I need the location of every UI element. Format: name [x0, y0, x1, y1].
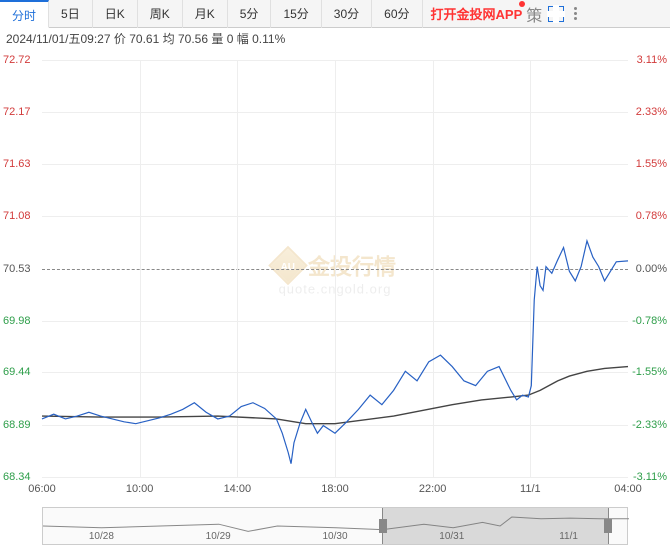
info-avg-label: 均 — [163, 32, 175, 46]
tab-5日[interactable]: 5日 — [49, 0, 93, 28]
tab-15分[interactable]: 15分 — [271, 0, 321, 28]
tab-月K[interactable]: 月K — [183, 0, 228, 28]
mini-label: 10/28 — [89, 531, 114, 542]
more-icon[interactable] — [570, 3, 581, 24]
tab-分时[interactable]: 分时 — [0, 0, 49, 28]
notification-dot — [519, 1, 525, 7]
mini-label: 10/31 — [439, 531, 464, 542]
promo-tail[interactable]: 策 — [526, 2, 542, 26]
tab-5分[interactable]: 5分 — [228, 0, 272, 28]
fullscreen-icon[interactable] — [548, 6, 564, 22]
mini-handle-right[interactable] — [604, 519, 612, 533]
tab-30分[interactable]: 30分 — [322, 0, 372, 28]
info-price-label: 价 — [114, 32, 126, 46]
tab-60分[interactable]: 60分 — [372, 0, 422, 28]
mini-label: 10/30 — [322, 531, 347, 542]
promo-link[interactable]: 打开金投网APP — [431, 4, 523, 23]
mini-handle-left[interactable] — [379, 519, 387, 533]
time-tabs: 分时5日日K周K月K5分15分30分60分 打开金投网APP 策 — [0, 0, 670, 28]
tabs-container: 分时5日日K周K月K5分15分30分60分 — [0, 0, 423, 28]
tab-日K[interactable]: 日K — [93, 0, 138, 28]
info-datetime: 2024/11/01/五09:27 — [6, 32, 111, 46]
info-range: 0.11% — [252, 32, 285, 46]
info-vol: 0 — [227, 32, 234, 46]
mini-range-chart[interactable]: 10/28 10/29 10/30 10/31 11/1 — [42, 507, 628, 545]
chart-lines — [0, 50, 670, 495]
tab-周K[interactable]: 周K — [138, 0, 183, 28]
top-icons — [548, 3, 581, 24]
promo-text: 打开金投网APP — [431, 4, 523, 23]
mini-label: 11/1 — [559, 531, 578, 542]
price-chart[interactable]: AU 金投行情 quote.cngold.org 72.723.11%72.17… — [0, 50, 670, 495]
mini-label: 10/29 — [206, 531, 231, 542]
info-range-label: 幅 — [237, 32, 249, 46]
info-price: 70.61 — [129, 32, 159, 46]
info-vol-label: 量 — [211, 32, 223, 46]
info-avg: 70.56 — [178, 32, 208, 46]
info-bar: 2024/11/01/五09:27 价 70.61 均 70.56 量 0 幅 … — [0, 28, 670, 50]
